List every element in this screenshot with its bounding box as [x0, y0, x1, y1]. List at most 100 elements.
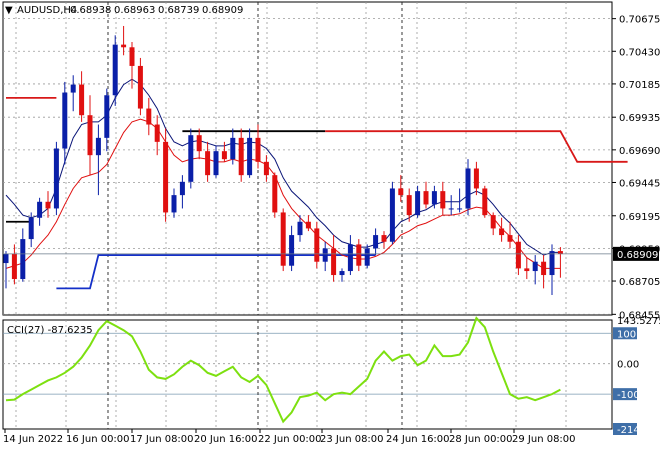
candle — [440, 181, 446, 216]
candle — [104, 88, 110, 152]
time-tick-label: 22 Jun 00:00 — [258, 434, 322, 445]
candle — [322, 241, 328, 272]
candle — [415, 185, 421, 218]
candle-body — [221, 151, 227, 160]
candle-body — [507, 235, 513, 242]
candle — [381, 231, 387, 249]
price-tick-label: 0.69690 — [619, 146, 660, 157]
candle — [289, 225, 295, 272]
dropdown-arrow-icon[interactable]: ▼ — [5, 5, 13, 16]
candle — [482, 185, 488, 218]
candle — [524, 257, 530, 280]
candle-body — [381, 235, 387, 242]
price-tick-label: 0.68455 — [619, 310, 660, 321]
candle — [515, 235, 521, 276]
candle-body — [62, 92, 68, 149]
time-tick-label: 14 Jun 2022 — [3, 434, 63, 445]
candle-body — [322, 248, 328, 262]
candle-body — [482, 188, 488, 216]
candle — [406, 188, 412, 222]
candle-body — [238, 137, 244, 176]
candle-body — [137, 65, 143, 109]
price-tick-label: 0.70185 — [619, 80, 660, 91]
candle-body — [280, 212, 286, 266]
candle — [137, 57, 143, 116]
candle-body — [87, 115, 93, 156]
candle-body — [20, 239, 26, 280]
candle — [448, 195, 454, 216]
candle-body — [11, 253, 17, 280]
time-tick-label: 23 Jun 08:00 — [320, 434, 384, 445]
cci-tick-label: 143.5275 — [617, 316, 660, 327]
candle — [507, 221, 513, 249]
candle — [154, 115, 160, 156]
candle — [188, 128, 194, 189]
level-line — [325, 130, 628, 163]
candle — [87, 95, 93, 176]
candle-body — [272, 175, 278, 213]
candle-body — [154, 124, 160, 142]
candle-body — [524, 268, 530, 272]
time-axis[interactable]: 14 Jun 2022 16 Jun 00:00 17 Jun 08:00 20 Ju… — [3, 429, 576, 445]
candle — [20, 228, 26, 282]
candle-body — [289, 235, 295, 266]
cci-level-badge — [613, 388, 637, 401]
cci-pane[interactable] — [2, 319, 613, 430]
candle-body — [515, 241, 521, 269]
candle-body — [398, 188, 404, 196]
symbol-label: AUDUSD,H4 — [17, 5, 77, 16]
candle — [532, 255, 538, 285]
time-tick-label: 17 Jun 08:00 — [130, 434, 194, 445]
candle — [213, 145, 219, 178]
candle — [247, 128, 253, 178]
candle-body — [356, 244, 362, 266]
ohlc-open: 0.68938 — [70, 5, 111, 16]
candle — [37, 197, 43, 226]
candle — [473, 161, 479, 196]
candle-body — [45, 201, 51, 209]
candle — [499, 217, 505, 242]
cci-tick-label: -214.4976 — [617, 425, 660, 436]
main-pane[interactable] — [2, 1, 613, 316]
candle-body — [179, 181, 185, 196]
candle — [356, 239, 362, 272]
candle — [364, 244, 370, 269]
candle-body — [431, 191, 437, 205]
candle-body — [112, 44, 118, 96]
candle — [79, 71, 85, 122]
candle-body — [95, 137, 101, 156]
price-tick-label: 0.70430 — [619, 47, 660, 58]
cci-axis[interactable]: 143.5275 100 0.00 -100 -214.4976 — [613, 316, 660, 436]
candle — [465, 159, 471, 216]
candle-body — [389, 188, 395, 242]
price-tick-label: 0.69195 — [619, 212, 660, 223]
candle-body — [373, 235, 379, 249]
candle — [45, 191, 51, 218]
candle — [423, 181, 429, 209]
candle — [389, 181, 395, 245]
candle — [95, 124, 101, 196]
candle — [314, 221, 320, 269]
candle — [457, 188, 463, 213]
cci-series — [5, 316, 561, 424]
candle — [255, 124, 261, 169]
candlesticks — [3, 25, 612, 296]
candle — [347, 235, 353, 276]
ohlc-close: 0.68909 — [202, 5, 243, 16]
candle-body — [53, 148, 59, 209]
candle — [297, 215, 303, 242]
candle — [129, 41, 135, 89]
candle — [431, 185, 437, 209]
candle-body — [37, 201, 43, 218]
price-axis[interactable]: 0.70675 0.70430 0.70185 0.69935 0.69690 0.694… — [612, 15, 660, 322]
candle — [28, 212, 34, 248]
candle — [3, 251, 9, 289]
cci-label: CCI(27) -87.6235 — [7, 325, 93, 336]
candle — [179, 175, 185, 209]
candle-body — [339, 271, 345, 276]
candle-body — [79, 84, 85, 116]
candle-body — [129, 47, 135, 66]
candle — [112, 35, 118, 106]
cci-line — [5, 316, 561, 424]
